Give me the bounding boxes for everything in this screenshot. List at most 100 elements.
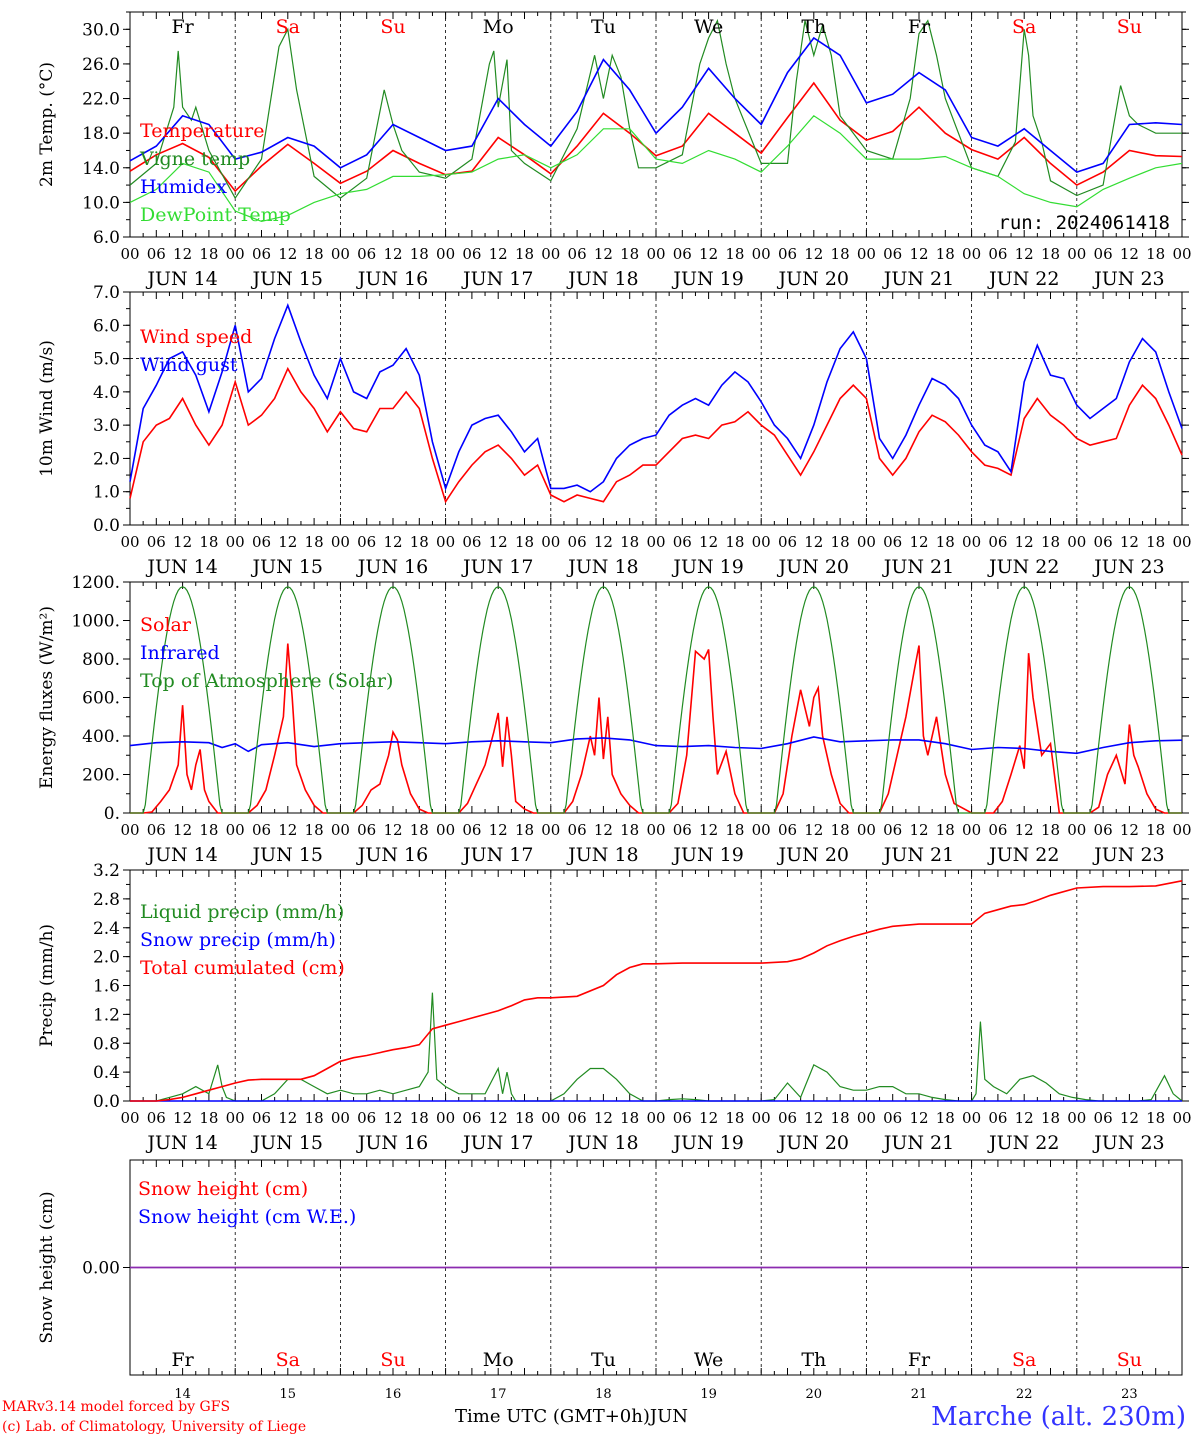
panel-2 [123, 291, 1189, 526]
credit-line-1: MARv3.14 model forced by GFS [2, 1399, 231, 1415]
hour-tick-label: 12 [1015, 245, 1034, 263]
y-tick-label: 2.8 [93, 890, 120, 910]
weekday-label: Fr [171, 16, 194, 38]
date-label: JUN 17 [461, 1132, 533, 1154]
hour-tick-label: 12 [594, 245, 613, 263]
hour-tick-label: 00 [857, 1109, 876, 1127]
y-tick-label: 0. [104, 804, 120, 824]
hour-tick-label: 06 [988, 821, 1007, 839]
y-tick-label: 2.0 [93, 449, 120, 469]
hour-tick-label: 06 [883, 821, 902, 839]
hour-tick-label: 00 [436, 821, 455, 839]
hour-tick-label: 18 [725, 245, 744, 263]
hour-tick-label: 12 [173, 1109, 192, 1127]
legend-entry: Infrared [140, 642, 220, 664]
date-label: JUN 18 [566, 844, 638, 866]
hour-tick-label: 18 [410, 821, 429, 839]
hour-tick-label: 00 [857, 245, 876, 263]
hour-tick-label: 06 [883, 245, 902, 263]
station-name: Marche (alt. 230m) [931, 1402, 1186, 1432]
hour-tick-label: 18 [620, 1109, 639, 1127]
hour-tick-label: 12 [699, 245, 718, 263]
y-tick-label: 0.0 [93, 1092, 120, 1112]
y-tick-label: 3.0 [93, 416, 120, 436]
hour-tick-label: 06 [147, 533, 166, 551]
day-number-label: 23 [1121, 1387, 1138, 1402]
hour-tick-label: 00 [962, 821, 981, 839]
legend-entry: Wind gust [140, 354, 238, 376]
hour-tick-label: 06 [357, 533, 376, 551]
hour-tick-label: 00 [226, 821, 245, 839]
y-tick-label: 1200. [71, 573, 120, 593]
y-tick-label: 1.6 [93, 977, 120, 997]
date-label: JUN 23 [1092, 268, 1164, 290]
y-axis-label: 2m Temp. (°C) [37, 62, 57, 187]
weekday-label: We [694, 16, 723, 38]
date-label: JUN 15 [251, 268, 323, 290]
day-number-label: 20 [806, 1387, 823, 1402]
hour-tick-label: 00 [1172, 1109, 1191, 1127]
legend-entry: Top of Atmosphere (Solar) [140, 670, 393, 692]
legend-entry: Snow precip (mm/h) [140, 929, 336, 951]
hour-tick-label: 00 [752, 1109, 771, 1127]
hour-tick-label: 12 [909, 1109, 928, 1127]
weekday-label-bottom: Sa [1012, 1349, 1036, 1371]
date-label: JUN 14 [145, 844, 217, 866]
hour-tick-label: 00 [1067, 245, 1086, 263]
weekday-label: Sa [276, 16, 300, 38]
date-label: JUN 23 [1092, 556, 1164, 578]
hour-tick-label: 12 [173, 245, 192, 263]
legend-entry: Wind speed [140, 326, 252, 348]
hour-tick-label: 06 [252, 245, 271, 263]
hour-tick-label: 18 [725, 533, 744, 551]
day-number-label: 19 [700, 1387, 717, 1402]
hour-tick-label: 06 [673, 821, 692, 839]
legend-entry: Liquid precip (mm/h) [140, 901, 344, 923]
y-tick-label: 30.0 [82, 20, 120, 40]
legend-entry: Snow height (cm) [138, 1178, 308, 1200]
hour-tick-label: 18 [410, 245, 429, 263]
hour-tick-label: 18 [1146, 821, 1165, 839]
hour-tick-label: 00 [541, 821, 560, 839]
hour-tick-label: 12 [383, 1109, 402, 1127]
hour-tick-label: 06 [988, 533, 1007, 551]
day-number-label: 21 [911, 1387, 928, 1402]
hour-tick-label: 12 [594, 533, 613, 551]
hour-tick-label: 06 [1094, 533, 1113, 551]
hour-tick-label: 12 [1015, 533, 1034, 551]
weekday-label-bottom: Su [380, 1349, 405, 1371]
hour-tick-label: 00 [541, 245, 560, 263]
hour-tick-label: 06 [568, 533, 587, 551]
date-label: JUN 17 [461, 556, 533, 578]
y-tick-label: 7.0 [93, 283, 120, 303]
hour-tick-label: 00 [541, 533, 560, 551]
hour-tick-label: 06 [252, 533, 271, 551]
y-tick-label: 2.4 [93, 919, 120, 939]
hour-tick-label: 00 [752, 245, 771, 263]
date-label: JUN 22 [987, 556, 1059, 578]
weekday-label-bottom: Sa [276, 1349, 300, 1371]
hour-tick-label: 06 [883, 533, 902, 551]
day-number-label: 15 [280, 1387, 297, 1402]
y-tick-label: 0.8 [93, 1034, 120, 1054]
hour-tick-label: 06 [357, 1109, 376, 1127]
hour-tick-label: 18 [410, 1109, 429, 1127]
weekday-label-bottom: Fr [171, 1349, 194, 1371]
hour-tick-label: 18 [199, 1109, 218, 1127]
date-label: JUN 19 [671, 268, 743, 290]
y-tick-label: 0.0 [93, 516, 120, 536]
hour-tick-label: 00 [646, 821, 665, 839]
date-label: JUN 23 [1092, 1132, 1164, 1154]
hour-tick-label: 00 [331, 821, 350, 839]
hour-tick-label: 12 [594, 821, 613, 839]
y-tick-label: 26.0 [82, 55, 120, 75]
hour-tick-label: 18 [831, 245, 850, 263]
hour-tick-label: 12 [383, 245, 402, 263]
hour-tick-label: 00 [226, 245, 245, 263]
y-tick-label: 2.0 [93, 948, 120, 968]
hour-tick-label: 06 [357, 245, 376, 263]
hour-tick-label: 18 [936, 1109, 955, 1127]
hour-tick-label: 00 [436, 245, 455, 263]
hour-tick-label: 18 [1041, 821, 1060, 839]
hour-tick-label: 06 [778, 821, 797, 839]
